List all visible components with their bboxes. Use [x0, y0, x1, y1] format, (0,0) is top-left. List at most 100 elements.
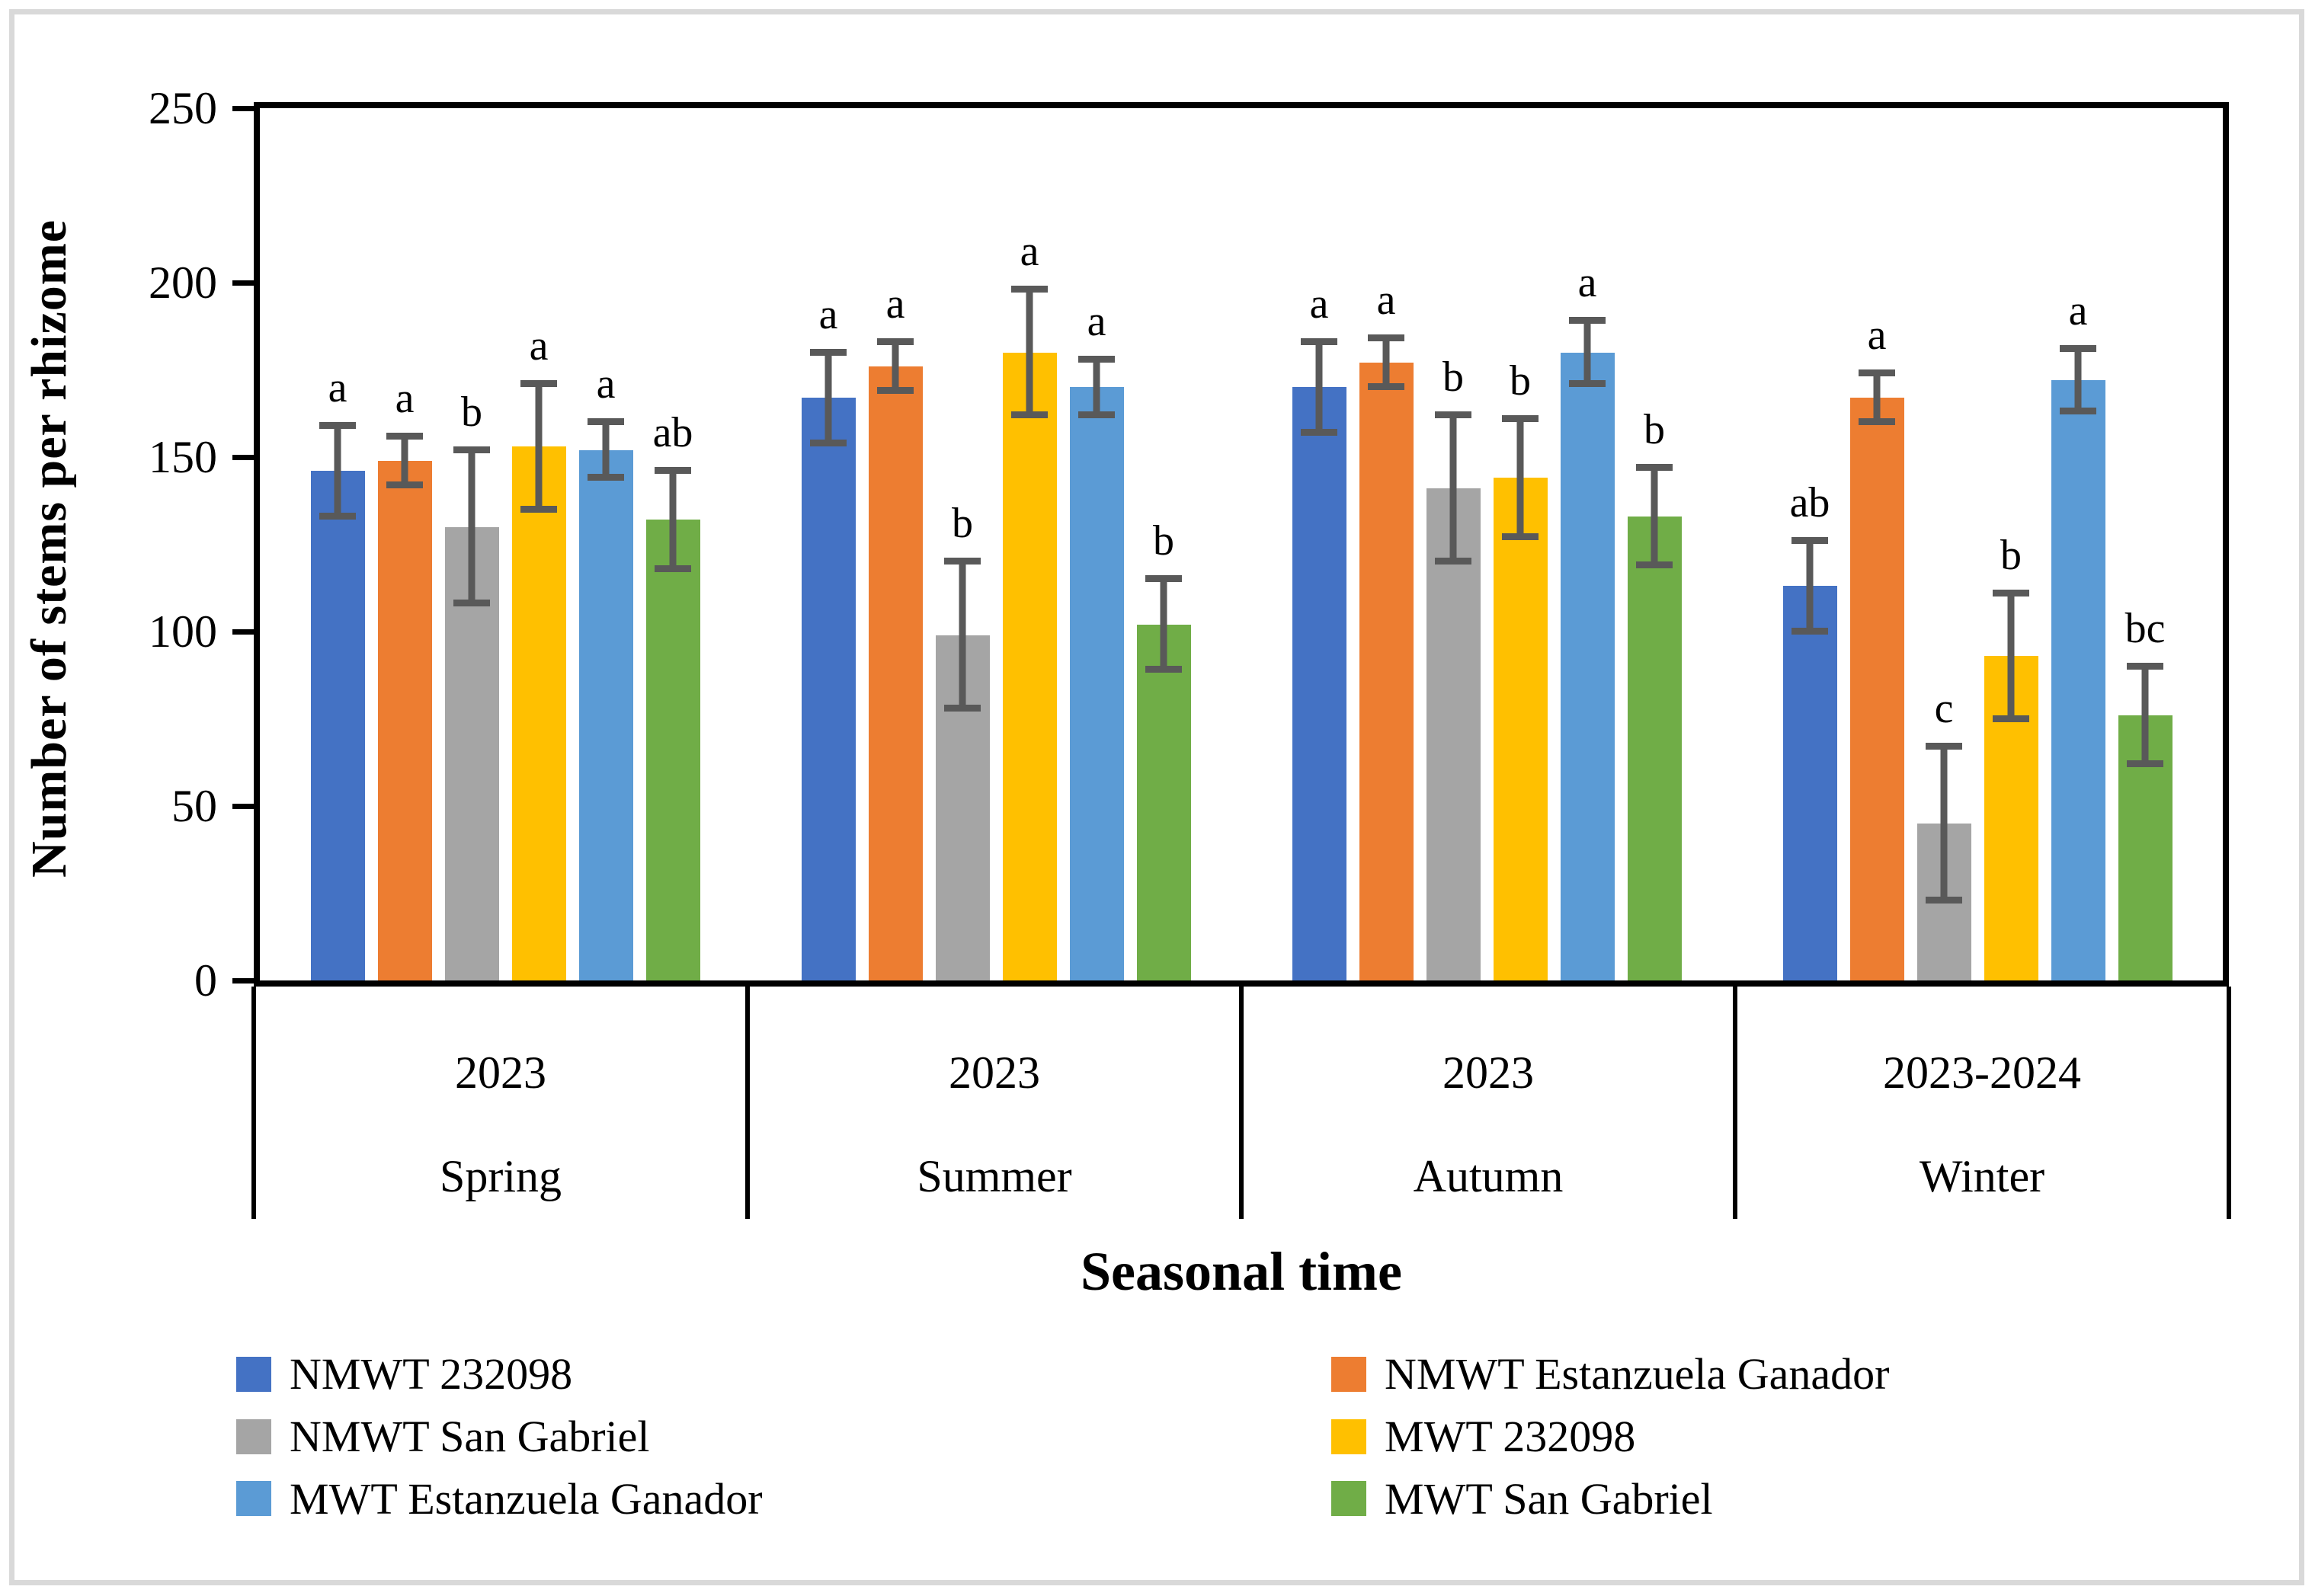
- bar-mwt-estanzuela-ganador-autumn: [1560, 352, 1615, 980]
- error-bar-top-cap: [453, 446, 490, 453]
- season-label: Spring: [439, 1151, 562, 1201]
- error-bar-line: [2141, 666, 2149, 765]
- significance-letter: a: [1867, 312, 1887, 360]
- significance-letter: ab: [1789, 478, 1830, 526]
- legend-label: MWT Estanzuela Ganador: [290, 1473, 763, 1524]
- error-bar-bottom-cap: [1011, 411, 1048, 419]
- error-bar-line: [2074, 349, 2082, 412]
- error-bar-bottom-cap: [588, 474, 624, 481]
- legend-swatch-icon: [236, 1418, 271, 1454]
- y-axis-title: Number of stems per rhizome: [21, 219, 77, 878]
- error-bar-top-cap: [877, 337, 914, 345]
- error-bar-bottom-cap: [386, 481, 423, 488]
- error-bar-bottom-cap: [1502, 533, 1539, 541]
- error-bar-line: [959, 561, 966, 708]
- error-bar-top-cap: [1011, 286, 1048, 293]
- error-bar-line: [602, 422, 610, 478]
- y-tick-label: 150: [149, 432, 217, 482]
- bar-nmwt-estanzuela-ganador-spring: [377, 460, 432, 980]
- significance-letter: a: [818, 290, 838, 338]
- y-tick-mark: [232, 280, 254, 286]
- error-bar-bottom-cap: [655, 565, 691, 572]
- significance-letter: b: [1442, 353, 1464, 401]
- error-bar-line: [1382, 338, 1390, 388]
- legend-item-mwt-san-gabriel: MWT San Gabriel: [1331, 1474, 2065, 1524]
- category-divider: [251, 987, 256, 1219]
- significance-letter: b: [952, 500, 973, 548]
- error-bar-top-cap: [588, 418, 624, 426]
- error-bar-top-cap: [319, 421, 356, 429]
- category-divider: [2227, 987, 2231, 1219]
- error-bar-bottom-cap: [944, 704, 981, 712]
- error-bar-line: [1449, 415, 1457, 562]
- y-tick-mark: [232, 454, 254, 460]
- significance-letter: a: [1376, 277, 1396, 325]
- y-tick-mark: [232, 977, 254, 984]
- category-divider: [1733, 987, 1737, 1219]
- legend-swatch-icon: [236, 1356, 271, 1392]
- legend-swatch-icon: [236, 1481, 271, 1517]
- significance-letter: b: [461, 388, 482, 436]
- bar-nmwt-232098-spring: [310, 471, 365, 980]
- bar-nmwt-232098-winter: [1782, 586, 1837, 980]
- significance-letter: b: [1153, 517, 1174, 565]
- significance-letter: a: [1577, 259, 1597, 307]
- error-bar-top-cap: [520, 379, 557, 387]
- error-bar-line: [1873, 373, 1881, 423]
- error-bar-bottom-cap: [453, 600, 490, 607]
- error-bar-bottom-cap: [1791, 628, 1828, 635]
- error-bar-top-cap: [1791, 536, 1828, 544]
- error-bar-line: [468, 449, 475, 604]
- error-bar-bottom-cap: [877, 386, 914, 394]
- significance-letter: bc: [2124, 604, 2166, 652]
- significance-letter: b: [1644, 405, 1665, 453]
- bar-mwt-san-gabriel-summer: [1136, 624, 1191, 980]
- error-bar-top-cap: [1145, 575, 1182, 583]
- error-bar-line: [1093, 359, 1100, 416]
- legend-item-nmwt-estanzuela-ganador: NMWT Estanzuela Ganador: [1331, 1350, 2065, 1399]
- bar-mwt-san-gabriel-autumn: [1627, 516, 1682, 980]
- legend-label: NMWT 232098: [290, 1349, 573, 1399]
- legend-item-nmwt-232098: NMWT 232098: [236, 1350, 1331, 1399]
- error-bar-line: [1160, 579, 1167, 670]
- season-label: Summer: [917, 1151, 1072, 1201]
- x-axis-title: Seasonal time: [1081, 1241, 1402, 1302]
- y-tick-mark: [232, 105, 254, 111]
- bars-layer: a a b a a ab a a b a a b a a b b a b ab a c b a bc: [260, 108, 2223, 980]
- bar-mwt-232098-spring: [511, 446, 566, 980]
- error-bar-bottom-cap: [520, 505, 557, 513]
- plot-area: a a b a a ab a a b a a b a a b b a b ab a c b a bc: [254, 102, 2229, 987]
- y-tick-label: 0: [194, 955, 217, 1006]
- error-bar-top-cap: [655, 467, 691, 475]
- error-bar-line: [1583, 321, 1591, 384]
- bar-mwt-232098-autumn: [1493, 478, 1548, 980]
- error-bar-line: [334, 425, 341, 517]
- year-label: 2023-2024: [1883, 1047, 2081, 1098]
- error-bar-bottom-cap: [1435, 558, 1471, 565]
- bar-nmwt-estanzuela-ganador-autumn: [1359, 363, 1414, 980]
- error-bar-line: [824, 352, 832, 443]
- year-label: 2023: [1442, 1047, 1534, 1098]
- significance-letter: a: [1087, 297, 1106, 345]
- error-bar-bottom-cap: [1569, 379, 1606, 387]
- error-bar-bottom-cap: [1636, 561, 1673, 568]
- error-bar-top-cap: [1301, 337, 1337, 345]
- error-bar-top-cap: [1368, 334, 1404, 342]
- significance-letter: ab: [652, 409, 693, 457]
- error-bar-top-cap: [1435, 411, 1471, 419]
- error-bar-top-cap: [1569, 317, 1606, 325]
- error-bar-top-cap: [2127, 662, 2163, 670]
- legend-item-mwt-232098: MWT 232098: [1331, 1412, 2065, 1461]
- error-bar-top-cap: [1859, 369, 1895, 377]
- y-tick-label: 200: [149, 257, 217, 308]
- error-bar-bottom-cap: [1993, 715, 2029, 722]
- bar-mwt-estanzuela-ganador-winter: [2051, 380, 2105, 980]
- error-bar-top-cap: [810, 348, 847, 356]
- bar-mwt-estanzuela-ganador-summer: [1069, 387, 1124, 980]
- bar-nmwt-estanzuela-ganador-winter: [1849, 398, 1904, 980]
- legend-label: NMWT San Gabriel: [290, 1411, 650, 1461]
- error-bar-top-cap: [2060, 345, 2096, 353]
- error-bar-line: [2007, 593, 2015, 719]
- error-bar-bottom-cap: [1078, 411, 1115, 419]
- error-bar-bottom-cap: [810, 439, 847, 446]
